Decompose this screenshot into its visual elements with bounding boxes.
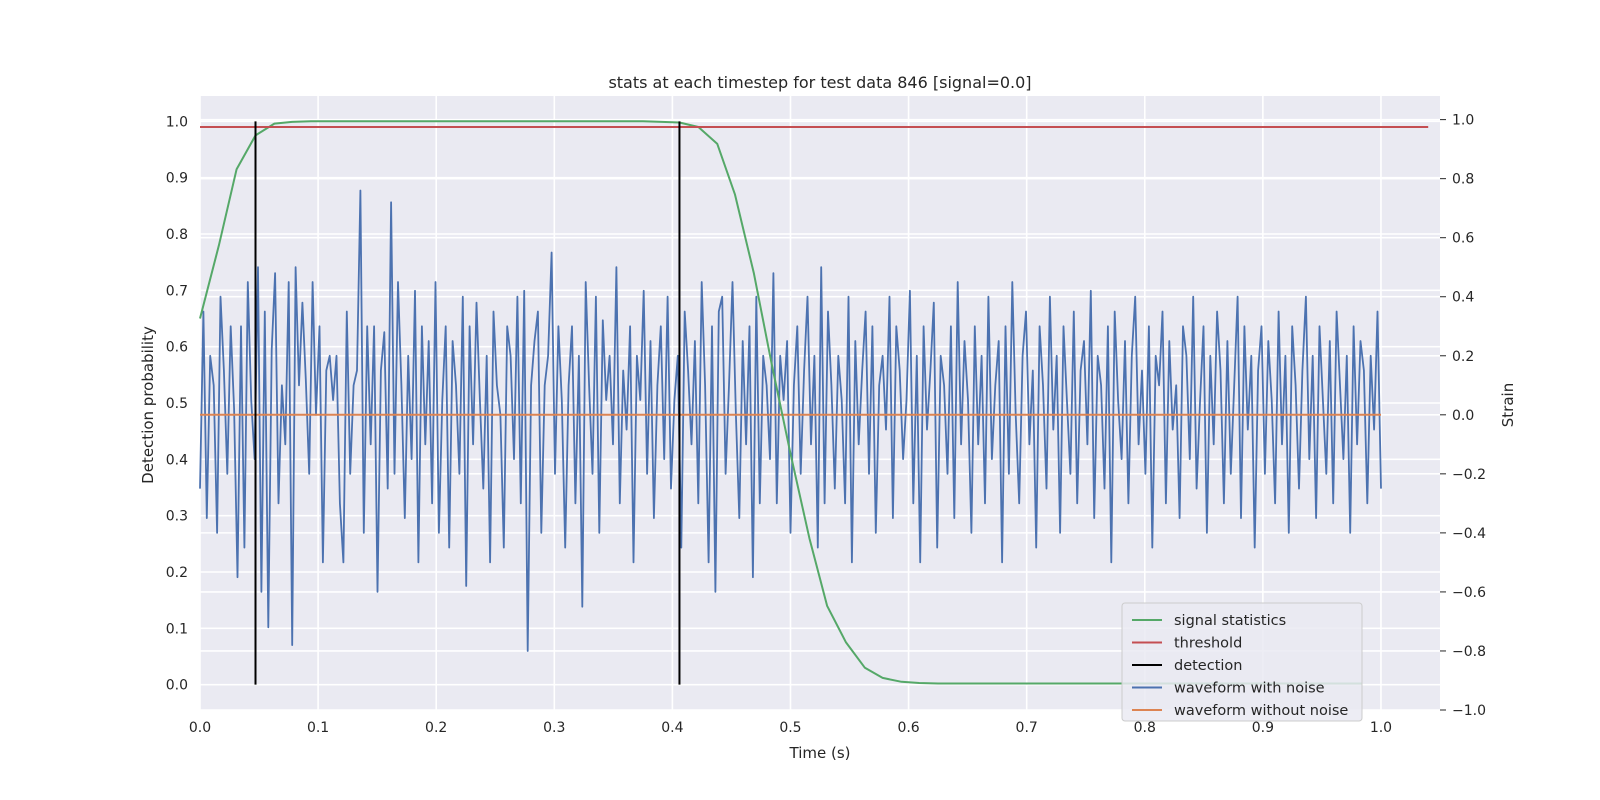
x-tick-label: 0.9	[1252, 720, 1274, 736]
y-tick-label: 0.3	[166, 509, 188, 525]
y-tick-label: 0.0	[166, 678, 188, 694]
legend-label: threshold	[1174, 636, 1242, 652]
legend-label: waveform with noise	[1174, 681, 1325, 697]
y-tick-label: 0.9	[166, 171, 188, 187]
x-tick-label: 0.6	[897, 720, 919, 736]
x-tick-label: 1.0	[1370, 720, 1392, 736]
y2-tick-label: −1.0	[1452, 703, 1486, 719]
y2-tick-label: −0.6	[1452, 585, 1486, 601]
x-tick-label: 0.4	[661, 720, 683, 736]
x-tick-label: 0.7	[1016, 720, 1038, 736]
y2-tick-label: 0.2	[1452, 349, 1474, 365]
legend-label: signal statistics	[1174, 613, 1286, 629]
legend-box	[1121, 602, 1363, 722]
x-axis: 0.0 0.1 0.2 0.3 0.4 0.5 0.6 0.7 0.8 0.9 1.0	[189, 720, 1392, 736]
y-axis-title: Detection probability	[139, 326, 157, 484]
y2-tick-label: 0.0	[1452, 408, 1474, 424]
y2-tick-label: 0.8	[1452, 172, 1474, 188]
x-tick-label: 0.1	[307, 720, 329, 736]
y-tick-label: 0.8	[166, 227, 188, 243]
y-tick-label: 0.4	[166, 452, 188, 468]
x-tick-label: 0.0	[189, 720, 211, 736]
x-tick-label: 0.5	[779, 720, 801, 736]
waveform-with-noise-line	[199, 189, 1382, 652]
x-tick-label: 0.8	[1134, 720, 1156, 736]
x-axis-title: Time (s)	[789, 744, 851, 762]
y2-tick-label: 0.6	[1452, 231, 1474, 247]
chart-title: stats at each timestep for test data 846…	[608, 73, 1031, 92]
legend-label: detection	[1174, 658, 1242, 674]
y-tick-label: 0.5	[166, 396, 188, 412]
y-axis-left: 0.0 0.1 0.2 0.3 0.4 0.5 0.6 0.7 0.8 0.9 1.0	[166, 114, 188, 693]
y-tick-label: 0.6	[166, 340, 188, 356]
y-axis-right: −1.0 −0.8 −0.6 −0.4 −0.2 0.0 0.2 0.4 0.6 0.8 1.0	[1440, 113, 1486, 719]
y2-tick-label: −0.8	[1452, 644, 1486, 660]
y2-tick-label: 1.0	[1452, 113, 1474, 129]
x-tick-label: 0.2	[425, 720, 447, 736]
legend-label: waveform without noise	[1174, 703, 1348, 719]
x-tick-label: 0.3	[543, 720, 565, 736]
y2-axis-title: Strain	[1499, 383, 1517, 427]
y2-tick-label: −0.4	[1452, 526, 1486, 542]
y-tick-label: 0.1	[166, 621, 188, 637]
y-tick-label: 1.0	[166, 114, 188, 130]
y-tick-label: 0.2	[166, 565, 188, 581]
y2-tick-label: 0.4	[1452, 290, 1474, 306]
y2-tick-label: −0.2	[1452, 467, 1486, 483]
legend: signal statistics threshold detection wavef…	[1121, 602, 1363, 722]
y-tick-label: 0.7	[166, 283, 188, 299]
